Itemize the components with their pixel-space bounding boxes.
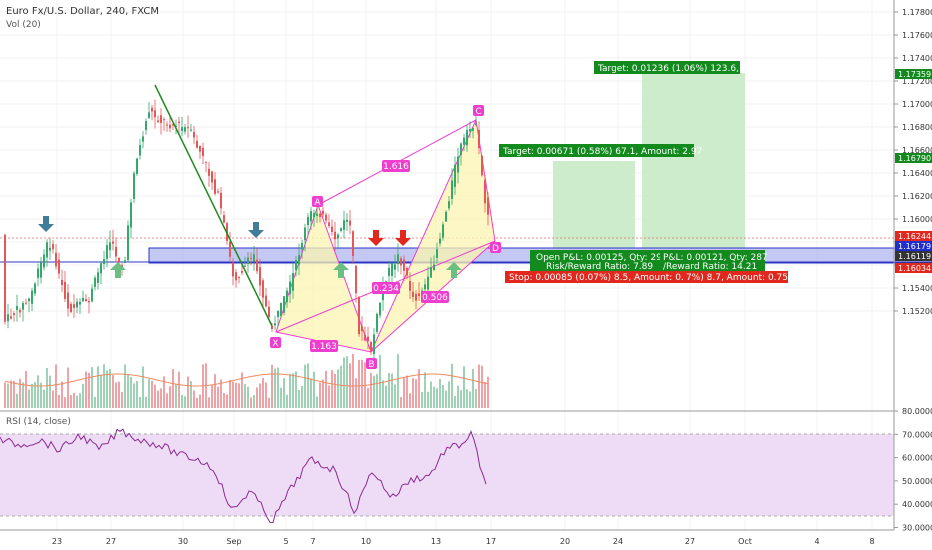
ratio-ab: 0.234 [373, 284, 399, 294]
volume-title: Vol (20) [6, 20, 41, 30]
price-tick: 1.15200 [902, 307, 932, 316]
price-tag: 1.16034 [895, 263, 932, 273]
price-tick: 1.17400 [902, 54, 932, 63]
price-tag: 1.16244 [895, 231, 932, 241]
trade-annotations[interactable]: Target: 0.01236 (1.06%) 123.6, Amount: 4… [499, 61, 803, 283]
rsi-tick: 40.0000 [902, 500, 932, 509]
volume-bars [4, 353, 489, 408]
target-label-2: Target: 0.00671 (0.58%) 67.1, Amount: 2.… [502, 147, 702, 157]
ratio-xb: 1.163 [311, 342, 337, 352]
price-tag-text: 1.16790 [898, 154, 931, 163]
arrow-up-icon [446, 262, 462, 278]
price-tick: 1.16200 [902, 192, 932, 201]
price-tag-text: 1.16244 [898, 232, 931, 241]
label-x: X [272, 339, 278, 349]
rsi-tick: 50.0000 [902, 477, 932, 486]
open-pl-label-1: Open P&L: 0.00125, Qty: 294 [536, 253, 668, 263]
target-zone-2 [553, 161, 635, 249]
rsi-tick: 30.0000 [902, 524, 932, 533]
stop-label-1: Stop: 0.00085 (0.07%) 8.5, Amount: 0.75 [509, 273, 695, 283]
arrow-down-icon [368, 230, 384, 246]
time-tick: 30 [178, 537, 188, 546]
price-tick: 1.16800 [902, 123, 932, 132]
ratio-bc: 0.506 [422, 293, 448, 303]
time-tick: 7 [310, 537, 315, 546]
label-c: C [475, 107, 481, 117]
trend-line[interactable] [154, 84, 273, 327]
target-zone-1 [642, 73, 745, 249]
rsi-band [0, 434, 894, 516]
price-tick: 1.16000 [902, 215, 932, 224]
price-tag: 1.16790 [895, 153, 932, 163]
rr-label-2: /Reward Ratio: 14.21 [663, 262, 757, 272]
time-tick: 27 [685, 537, 695, 546]
target-label-1: Target: 0.01236 (1.06%) 123.6, Amount: 4… [597, 64, 803, 74]
symbol-title: Euro Fx/U.S. Dollar, 240, FXCM [6, 6, 159, 17]
rsi-tick: 60.0000 [902, 454, 932, 463]
time-tick: 20 [560, 537, 570, 546]
price-tick: 1.17200 [902, 77, 932, 86]
price-tag-text: 1.17359 [898, 70, 931, 79]
rsi-tick: 80.0000 [902, 407, 932, 416]
arrow-up-icon [333, 262, 349, 278]
time-tick: 8 [869, 537, 874, 546]
price-tag: 1.17359 [895, 69, 932, 79]
arrow-up-icon [110, 262, 126, 278]
time-tick: 27 [106, 537, 116, 546]
time-tick: 23 [52, 537, 62, 546]
open-pl-label-2: P&L: 0.00121, Qty: 287 [663, 253, 768, 263]
time-tick: Sep [226, 537, 241, 546]
label-b: B [368, 360, 374, 370]
price-tag-text: 1.16034 [898, 264, 931, 273]
time-tick: 13 [431, 537, 441, 546]
time-tick: Oct [738, 537, 752, 546]
price-tick: 1.17600 [902, 31, 932, 40]
rr-label-1: Risk/Reward Ratio: 7.89 [546, 262, 653, 272]
label-a: A [314, 198, 321, 208]
arrow-down-icon [38, 216, 54, 232]
price-tick: 1.17000 [902, 100, 932, 109]
rsi-title: RSI (14, close) [6, 417, 71, 427]
rsi-tick: 70.0000 [902, 430, 932, 439]
time-tick: 5 [283, 537, 288, 546]
price-tag: 1.16179 [895, 241, 932, 251]
time-tick: 10 [361, 537, 371, 546]
price-tag-text: 1.16119 [898, 252, 931, 261]
rsi-axis: 80.0000 70.0000 60.0000 50.0000 40.0000 30.00… [894, 407, 932, 533]
label-d: D [492, 244, 499, 254]
pattern-bcd-triangle [370, 118, 496, 353]
price-tag: 1.16119 [895, 251, 932, 261]
arrow-markers [38, 216, 462, 278]
time-tick: 24 [613, 537, 623, 546]
time-tick: 17 [486, 537, 496, 546]
price-tick: 1.15400 [902, 284, 932, 293]
time-tick: 4 [814, 537, 819, 546]
rsi-line [0, 428, 487, 524]
arrow-down-icon [248, 222, 264, 238]
price-tick: 1.17800 [902, 8, 932, 17]
volume-ma-line [4, 373, 489, 387]
time-axis[interactable]: 23 27 30 Sep 5 7 10 13 17 20 24 27 Oct 4 8 [52, 537, 875, 546]
stop-label-2: 7%) 8.7, Amount: 0.75 [686, 273, 788, 283]
price-axis[interactable]: 1.17800 1.17600 1.17400 1.17200 1.17000 1.168… [894, 8, 932, 316]
price-tag-text: 1.16179 [898, 242, 931, 251]
ratio-xa: 1.616 [383, 162, 409, 172]
arrow-down-icon [395, 230, 411, 246]
price-tick: 1.16400 [902, 169, 932, 178]
pattern-ratio-labels: 1.163 1.616 0.234 0.506 [310, 160, 449, 352]
candles [4, 99, 489, 364]
price-tick: 1.16600 [902, 146, 932, 155]
pattern-point-labels: X A B C D [270, 105, 501, 370]
